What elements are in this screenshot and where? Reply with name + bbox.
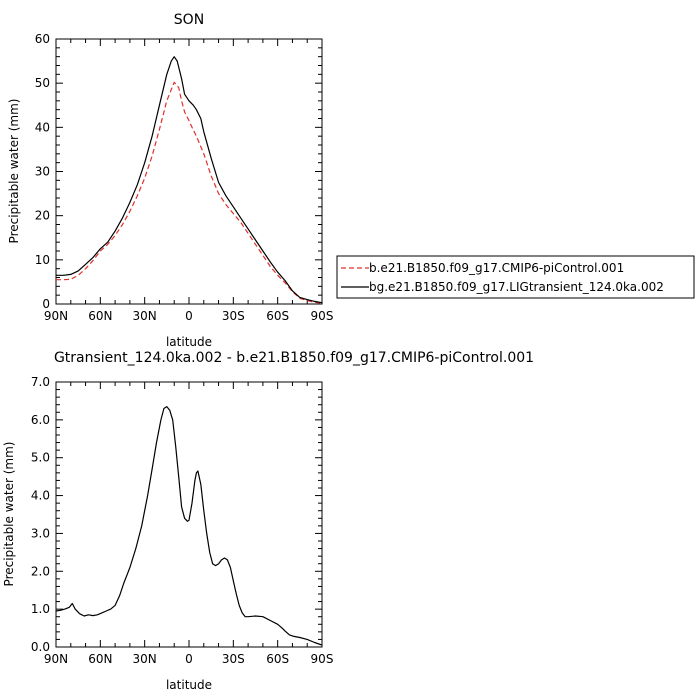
- bottom-y-tick-label: 5.0: [31, 451, 50, 465]
- bottom-plot-frame: [55, 381, 323, 648]
- top-y-tick-label: 60: [35, 32, 50, 46]
- bottom-x-tick-label: 30N: [133, 652, 157, 666]
- bottom-panel: Gtransient_124.0ka.002 - b.e21.B1850.f09…: [2, 350, 534, 692]
- bottom-x-tick-label: 60S: [266, 652, 289, 666]
- bottom-chart-title: Gtransient_124.0ka.002 - b.e21.B1850.f09…: [54, 350, 534, 366]
- top-x-tick-label: 90S: [311, 309, 334, 323]
- bottom-y-tick-label: 0.0: [31, 640, 50, 654]
- top-y-tick-label: 30: [35, 165, 50, 179]
- top-y-axis-label: Precipitable water (mm): [7, 99, 21, 244]
- bottom-y-tick-label: 3.0: [31, 526, 50, 540]
- bottom-x-tick-label: 60N: [88, 652, 112, 666]
- top-x-tick-label: 90N: [44, 309, 68, 323]
- bottom-y-tick-label: 2.0: [31, 564, 50, 578]
- legend-box: [336, 255, 695, 299]
- top-y-tick-label: 10: [35, 253, 50, 267]
- top-panel: SON 90N 60N 30N 0 30S 60S 90S 0 10 20 30 40 50 60 lat…: [7, 12, 333, 349]
- top-x-tick-label: 0: [185, 309, 193, 323]
- bottom-x-tick-label: 90S: [311, 652, 334, 666]
- top-series-line-0: [56, 81, 323, 304]
- top-x-tick-label: 60N: [88, 309, 112, 323]
- top-plot-frame: [55, 38, 323, 305]
- top-x-axis-label: latitude: [166, 335, 212, 349]
- top-x-tick-label: 60S: [266, 309, 289, 323]
- top-y-tick-label: 40: [35, 120, 50, 134]
- bottom-x-tick-label: 90N: [44, 652, 68, 666]
- top-y-tick-label: 0: [42, 297, 50, 311]
- bottom-y-tick-label: 1.0: [31, 602, 50, 616]
- top-chart-title: SON: [174, 12, 204, 28]
- top-series-lines: [56, 56, 323, 304]
- legend: b.e21.B1850.f09_g17.CMIP6-piControl.001 …: [336, 255, 695, 299]
- top-x-tick-label: 30S: [222, 309, 245, 323]
- bottom-y-tick-label: 7.0: [31, 375, 50, 389]
- top-y-tick-label: 20: [35, 209, 50, 223]
- bottom-ticks: 90N 60N 30N 0 30S 60S 90S 0.0 1.0 2.0 3.0 4.0 5.0 6.0…: [31, 375, 334, 666]
- top-x-tick-label: 30N: [133, 309, 157, 323]
- bottom-y-tick-label: 6.0: [31, 413, 50, 427]
- bottom-x-tick-label: 30S: [222, 652, 245, 666]
- bottom-y-axis-label: Precipitable water (mm): [2, 442, 16, 587]
- top-ticks: 90N 60N 30N 0 30S 60S 90S 0 10 20 30 40 50 60: [35, 32, 334, 323]
- legend-label-control: b.e21.B1850.f09_g17.CMIP6-piControl.001: [369, 261, 624, 275]
- bottom-y-tick-label: 4.0: [31, 489, 50, 503]
- bottom-x-axis-label: latitude: [166, 678, 212, 692]
- top-series-line-1: [56, 56, 323, 304]
- bottom-series-line-0: [55, 406, 323, 646]
- top-y-tick-label: 50: [35, 76, 50, 90]
- bottom-x-tick-label: 0: [185, 652, 193, 666]
- legend-label-transient: bg.e21.B1850.f09_g17.LIGtransient_124.0k…: [369, 280, 664, 294]
- bottom-series-lines: [55, 406, 323, 646]
